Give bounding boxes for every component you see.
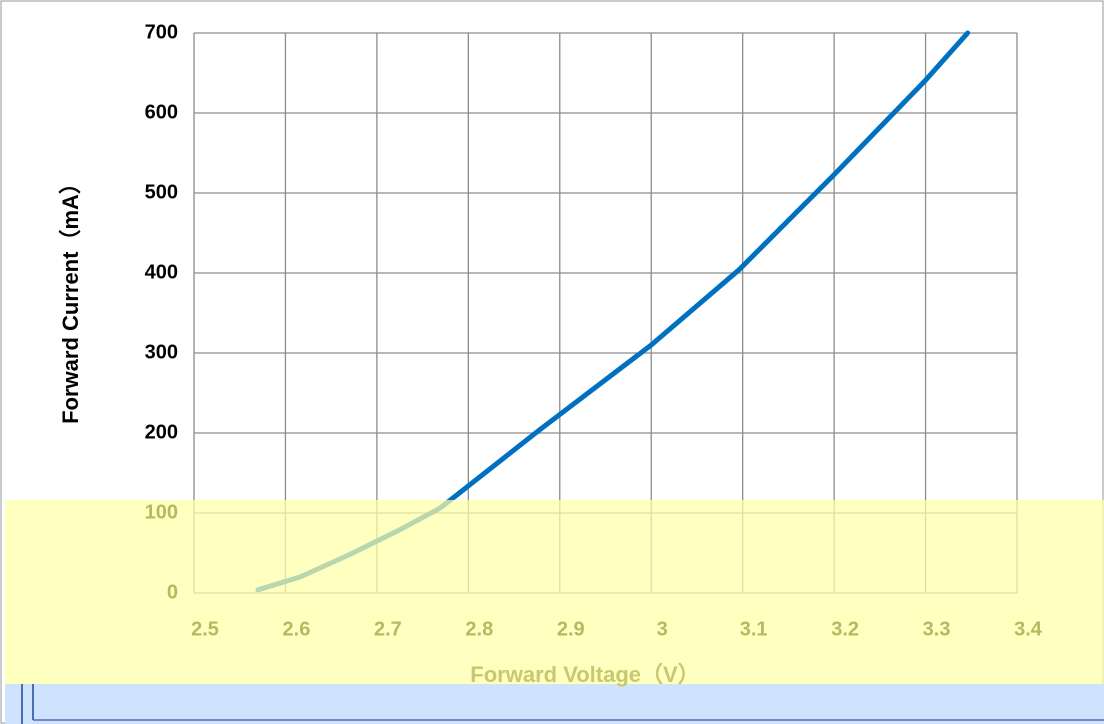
y-tick-label: 700 bbox=[145, 21, 178, 43]
y-tick-label: 400 bbox=[145, 261, 178, 283]
y-tick-label: 100 bbox=[145, 501, 178, 523]
x-tick-label: 2.9 bbox=[557, 618, 585, 640]
y-tick-label: 0 bbox=[167, 581, 178, 603]
x-tick-label: 3.1 bbox=[740, 618, 768, 640]
bottom-band bbox=[5, 684, 1104, 724]
x-tick-label: 3.4 bbox=[1014, 618, 1043, 640]
y-tick-label: 300 bbox=[145, 341, 178, 363]
x-tick-label: 3.3 bbox=[923, 618, 951, 640]
y-tick-label: 600 bbox=[145, 101, 178, 123]
x-tick-label: 2.8 bbox=[465, 618, 493, 640]
x-tick-label: 3.2 bbox=[831, 618, 859, 640]
labels: 0 100 200 300 400 500 600 700 2.5 2.6 2.7 2.8 2.9 3 3.… bbox=[145, 21, 1043, 640]
overlay bbox=[5, 500, 1104, 684]
y-tick-label: 200 bbox=[145, 421, 178, 443]
x-tick-label: 2.5 bbox=[191, 618, 219, 640]
y-axis-label: Forward Current（mA） bbox=[58, 172, 83, 424]
y-tick-label: 500 bbox=[145, 181, 178, 203]
x-tick-label: 3 bbox=[657, 618, 668, 640]
plot bbox=[193, 30, 1018, 594]
x-tick-label: 2.7 bbox=[374, 618, 402, 640]
x-axis-label: Forward Voltage（V） bbox=[470, 662, 699, 687]
x-tick-label: 2.6 bbox=[283, 618, 311, 640]
